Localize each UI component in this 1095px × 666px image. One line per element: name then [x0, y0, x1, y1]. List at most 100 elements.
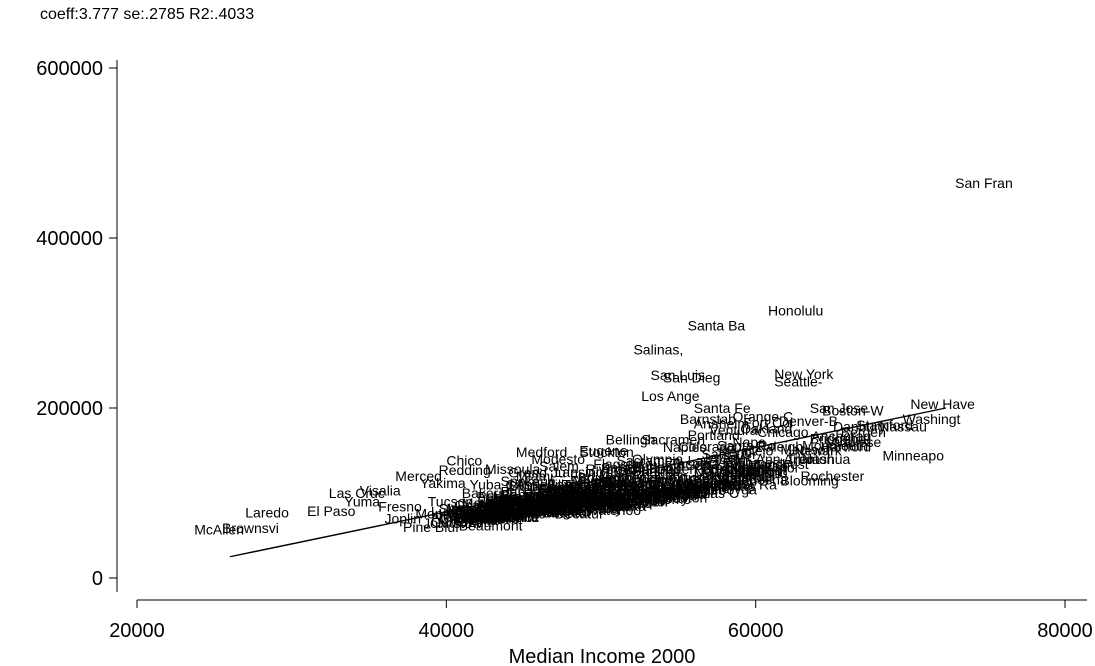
- point-label: Pueblo: [477, 488, 521, 504]
- point-label: Topeka: [601, 498, 646, 514]
- point-label: Longview: [477, 505, 537, 521]
- point-label: York: [663, 483, 692, 499]
- point-label: Billings: [508, 478, 552, 494]
- point-label: Eugene: [579, 443, 627, 459]
- point-label: Killeen: [493, 505, 535, 521]
- point-label: St. Jose: [531, 502, 582, 518]
- point-label: New Have: [910, 396, 975, 412]
- point-label: Parkersb: [485, 503, 541, 519]
- point-label: Stockton: [579, 444, 633, 460]
- point-label: Hickory: [539, 489, 586, 505]
- point-label: Ventura: [709, 422, 757, 438]
- point-label: Glens Fa: [555, 482, 612, 498]
- point-label: Lexingto: [593, 487, 646, 503]
- point-label: Springfi: [539, 497, 586, 513]
- point-label: Honolulu: [768, 302, 823, 318]
- x-tick-label: 60000: [728, 620, 784, 642]
- point-label: Fayettev: [485, 495, 539, 511]
- point-label: Goldsbor: [493, 502, 550, 518]
- point-label: Philadel: [725, 468, 775, 484]
- point-label: Jackson: [616, 494, 667, 510]
- point-label: McAllen: [194, 522, 244, 538]
- point-label: Jefferso: [578, 492, 628, 508]
- point-label: Miami: [516, 468, 553, 484]
- point-label: Manchest: [748, 456, 809, 472]
- point-label: Dutchess: [709, 461, 767, 477]
- point-label: San Dieg: [663, 369, 721, 385]
- point-label: Dothan: [462, 507, 507, 523]
- point-label: Lancaste: [678, 475, 735, 491]
- x-axis-label: Median Income 2000: [509, 646, 696, 666]
- point-label: Cheyenne: [609, 480, 673, 496]
- point-label: Bloomin: [702, 470, 753, 486]
- point-label: Odessa: [454, 506, 502, 522]
- point-label: Janesvil: [663, 485, 714, 501]
- point-label: Dubuque: [616, 489, 673, 505]
- point-label: Kokomo: [640, 491, 692, 507]
- point-label: Roanoke: [539, 482, 595, 498]
- point-label: Rochester: [709, 465, 773, 481]
- point-label: Wausau: [655, 486, 706, 502]
- point-label: Decatur: [542, 505, 591, 521]
- point-label: Trenton: [787, 451, 835, 467]
- point-label: Rochester: [801, 468, 865, 484]
- point-label: Yuba Cit: [470, 477, 523, 493]
- point-label: Oklahoma: [531, 492, 595, 508]
- point-label: Albany: [601, 468, 644, 484]
- point-label: Reading: [655, 482, 707, 498]
- point-label: Waterloo: [586, 502, 642, 518]
- point-label: Olympia: [632, 451, 684, 467]
- point-label: Victoria: [508, 504, 555, 520]
- point-label: Grand Ju: [508, 465, 566, 481]
- point-label: El Paso: [307, 503, 355, 519]
- y-tick-label: 0: [92, 568, 103, 590]
- point-label: Napa: [732, 434, 766, 450]
- point-label: Naples: [663, 439, 707, 455]
- point-label: Allentow: [663, 478, 717, 494]
- point-label: Cedar Ra: [640, 485, 700, 501]
- y-tick-label: 600000: [36, 58, 103, 80]
- point-label: Milwauke: [694, 466, 753, 482]
- point-label: Wheeling: [446, 504, 504, 520]
- point-label: Tucson: [428, 494, 473, 510]
- point-label: Hattiesb: [454, 505, 506, 521]
- point-label: Syracuse: [570, 495, 629, 511]
- point-label: Phoenix: [624, 471, 675, 487]
- point-label: Salem: [539, 458, 579, 474]
- point-label: Jamestow: [470, 509, 534, 525]
- point-label: Harrisbu: [655, 483, 708, 499]
- point-label: Santa Fe: [694, 400, 751, 416]
- point-label: Seattle-: [774, 374, 823, 390]
- point-label: Decatur: [555, 505, 604, 521]
- point-label: Albany: [454, 502, 497, 518]
- point-label: Modesto: [531, 451, 585, 467]
- point-label: Nashvill: [647, 480, 696, 496]
- point-label: Sacramen: [616, 453, 680, 469]
- point-label: Monmouth: [802, 437, 868, 453]
- point-label: Richmond: [624, 478, 687, 494]
- point-label: San Jose: [810, 400, 869, 416]
- point-label: Atlantic: [624, 477, 670, 493]
- point-label: Chico: [446, 453, 482, 469]
- point-label: Des Moin: [647, 477, 706, 493]
- point-label: Midland: [555, 497, 604, 513]
- point-label: Santa Ba: [688, 318, 746, 334]
- point-label: Fresno: [378, 499, 422, 515]
- point-label: Redding: [439, 462, 491, 478]
- point-label: Baltimor: [748, 460, 800, 476]
- point-label: Sherman: [508, 500, 565, 516]
- point-label: Lansing: [555, 464, 604, 480]
- point-label: Elmira: [500, 504, 540, 520]
- point-label: Boise: [578, 470, 613, 486]
- point-label: Waterbur: [717, 470, 774, 486]
- point-label: Missoula: [485, 461, 540, 477]
- point-label: Pine Bluf: [403, 519, 459, 535]
- point-label: Stamford: [856, 417, 913, 433]
- point-label: Jonesbor: [462, 509, 520, 525]
- point-label: Saginaw: [593, 497, 648, 513]
- point-label: Anchorag: [811, 428, 871, 444]
- point-label: Salt Lak: [686, 457, 738, 473]
- point-label: La Cross: [624, 483, 680, 499]
- point-label: Waco: [470, 504, 505, 520]
- point-label: Toledo: [539, 492, 580, 508]
